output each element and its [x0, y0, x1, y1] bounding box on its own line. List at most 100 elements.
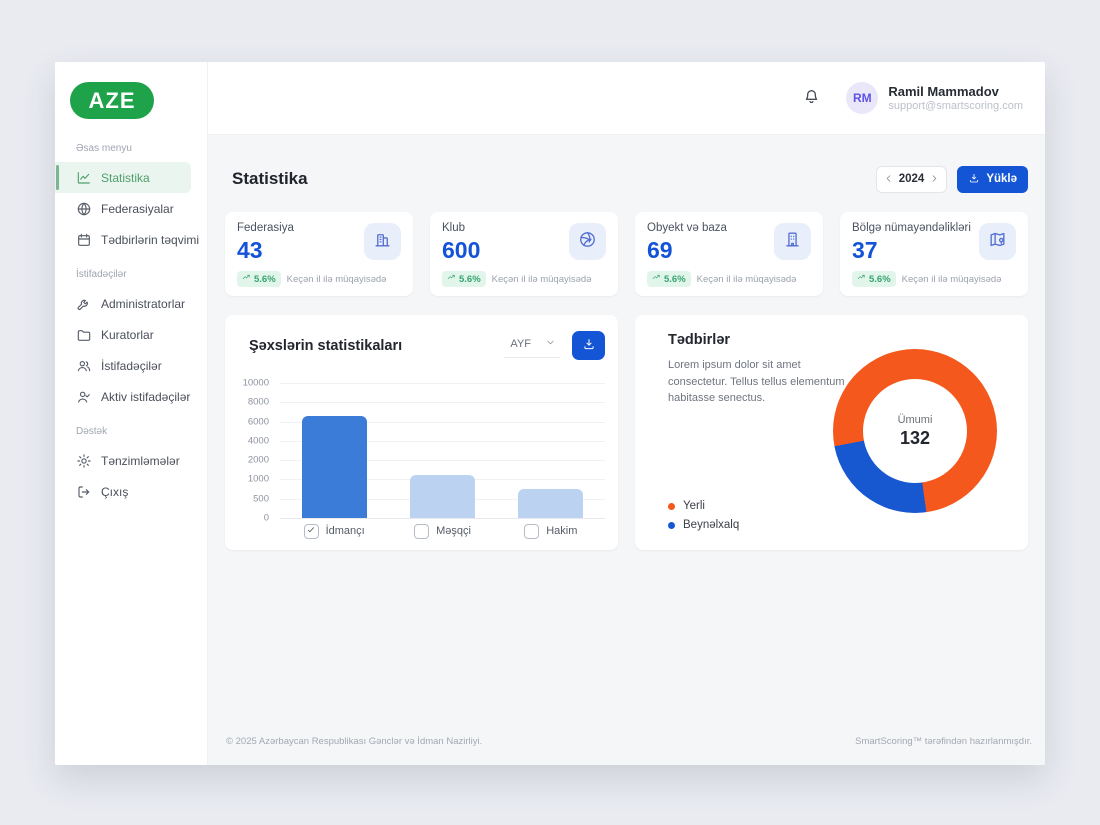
notifications-button[interactable] [802, 87, 824, 109]
year-picker[interactable]: 2024 [875, 165, 948, 193]
checkbox[interactable] [414, 523, 430, 539]
category-checkbox-i̇dmançı[interactable]: İdmançı [280, 518, 388, 544]
sidebar-item-label: Tənzimləmələr [101, 453, 180, 468]
user-menu[interactable]: RM Ramil Mammadov support@smartscoring.c… [846, 82, 1023, 114]
growth-badge: 5.6% [647, 271, 691, 287]
sidebar: AZE Əsas menyu Statistika Federasiyalar Təd… [55, 62, 208, 765]
stat-card-value: 43 [237, 237, 263, 263]
footer-copyright: © 2025 Azərbaycan Respublikası Gənclər v… [226, 736, 483, 747]
stat-card-note: Keçən il ilə müqayisədə [901, 273, 1002, 285]
stat-card-title: Bölgə nümayəndəlikləri [852, 222, 971, 234]
year-value: 2024 [898, 173, 925, 185]
stat-card-footer: 5.6% Keçən il ilə müqayisədə [442, 271, 591, 287]
stat-card-icon-tile [569, 223, 606, 260]
sidebar-section-label: Əsas menyu [76, 143, 132, 154]
title-actions: 2024 Yüklə [875, 165, 1028, 193]
growth-badge: 5.6% [237, 271, 281, 287]
gridline [280, 421, 605, 423]
stat-card-note: Keçən il ilə müqayisədə [491, 273, 592, 285]
stat-card-title: Obyekt və baza [647, 222, 727, 234]
wrench-icon [76, 296, 92, 312]
stat-card-icon-tile [979, 223, 1016, 260]
bar-chart: 0 500 1000 2000 4000 6000 8000 10000 [225, 378, 605, 524]
chart-download-button[interactable] [572, 331, 605, 360]
user-email: support@smartscoring.com [888, 100, 1023, 113]
volleyball-icon [578, 230, 597, 254]
sidebar-item-statistika[interactable]: Statistika [55, 162, 191, 193]
sidebar-nav: Əsas menyu Statistika Federasiyalar Tədbirl… [55, 143, 207, 507]
stat-card-klub: Klub 600 5.6% Keçən il ilə müqayisədə [430, 212, 618, 296]
growth-badge: 5.6% [442, 271, 486, 287]
legend-label: Beynəlxalq [683, 519, 740, 531]
y-axis-tick: 1000 [247, 473, 269, 485]
sidebar-item-label: Kuratorlar [101, 327, 154, 342]
stat-cards-row: Federasiya 43 5.6% Keçən il ilə müqayisədə K… [225, 212, 1028, 296]
checkbox[interactable] [524, 523, 540, 539]
gridline [280, 518, 605, 519]
bar-məşqçi [409, 475, 475, 518]
main-content: Statistika 2024 Yüklə Federasiya 43 5 [208, 135, 1045, 765]
sidebar-item-administratorlar[interactable]: Administratorlar [55, 288, 207, 319]
growth-value: 5.6% [254, 273, 276, 285]
federation-select[interactable]: AYF [504, 333, 560, 358]
bar-hakim [518, 489, 584, 518]
growth-value: 5.6% [869, 273, 891, 285]
y-axis-tick: 2000 [247, 454, 269, 466]
user-check-icon [76, 389, 92, 405]
bar-slot [280, 383, 388, 518]
sidebar-item-aktiv-istifadeciler[interactable]: Aktiv istifadəçilər [55, 381, 207, 412]
sidebar-item-tedbirlerin-teqvimi[interactable]: Tədbirlərin təqvimi [55, 224, 207, 255]
gear-icon [76, 453, 92, 469]
user-name: Ramil Mammadov [888, 83, 999, 99]
sidebar-item-label: Çıxış [101, 484, 129, 499]
chevron-left-icon [883, 172, 894, 187]
donut-legend: Yerli Beynəlxalq [668, 500, 739, 531]
download-report-button[interactable]: Yüklə [957, 165, 1028, 193]
folder-icon [76, 327, 92, 343]
sidebar-item-tenzimlemeler[interactable]: Tənzimləmələr [55, 445, 207, 476]
stat-card-title: Klub [442, 222, 466, 234]
y-axis-tick: 8000 [247, 396, 269, 408]
checkbox-checked[interactable] [303, 523, 319, 539]
sidebar-item-label: Administratorlar [101, 296, 186, 311]
year-prev-button[interactable] [883, 172, 894, 187]
calendar-icon [76, 232, 92, 248]
sidebar-item-label: Aktiv istifadəçilər [101, 389, 191, 404]
sidebar-item-label: İstifadəçilər [101, 358, 162, 373]
bell-icon [802, 87, 821, 109]
trend-up-icon [447, 273, 456, 285]
gridline [280, 460, 605, 462]
persons-statistics-card: Şəxslərin statistikaları AYF 0 500 1000 200… [225, 315, 618, 550]
stat-card-footer: 5.6% Keçən il ilə müqayisədə [852, 271, 1001, 287]
year-next-button[interactable] [929, 172, 940, 187]
stat-card-bolge-numayendelikeri: Bölgə nümayəndəlikləri 37 5.6% Keçən il ilə… [840, 212, 1028, 296]
stat-card-note: Keçən il ilə müqayisədə [696, 273, 797, 285]
app-window: AZE Əsas menyu Statistika Federasiyalar Təd… [55, 62, 1045, 765]
sidebar-item-kuratorlar[interactable]: Kuratorlar [55, 319, 207, 350]
sidebar-item-istifadeciler[interactable]: İstifadəçilər [55, 350, 207, 381]
legend-label: Yerli [683, 500, 705, 512]
sidebar-item-label: Tədbirlərin təqvimi [101, 232, 200, 247]
stat-card-title: Federasiya [237, 222, 294, 234]
bar-slot [388, 383, 496, 518]
line-chart-icon [76, 170, 92, 186]
users-icon [76, 358, 92, 374]
trend-up-icon [857, 273, 866, 285]
category-label: Məşqçi [436, 525, 471, 537]
bar-slot [497, 383, 605, 518]
legend-item-yerli: Yerli [668, 500, 739, 512]
download-icon [582, 337, 596, 354]
sidebar-item-federasiyalar[interactable]: Federasiyalar [55, 193, 207, 224]
avatar: RM [846, 82, 879, 114]
sidebar-item-cixis[interactable]: Çıxış [55, 476, 207, 507]
stat-card-value: 37 [852, 237, 878, 263]
category-checkbox-məşqçi[interactable]: Məşqçi [388, 518, 496, 544]
footer-credit: SmartScoring™ tərəfindən hazırlanmışdır. [855, 736, 1032, 747]
legend-dot [668, 502, 675, 510]
y-axis-tick: 6000 [247, 416, 269, 428]
legend-item-beynəlxalq: Beynəlxalq [668, 519, 739, 531]
trend-up-icon [652, 273, 661, 285]
category-checkbox-hakim[interactable]: Hakim [497, 518, 605, 544]
logout-icon [76, 484, 92, 500]
app-logo: AZE [70, 82, 154, 119]
